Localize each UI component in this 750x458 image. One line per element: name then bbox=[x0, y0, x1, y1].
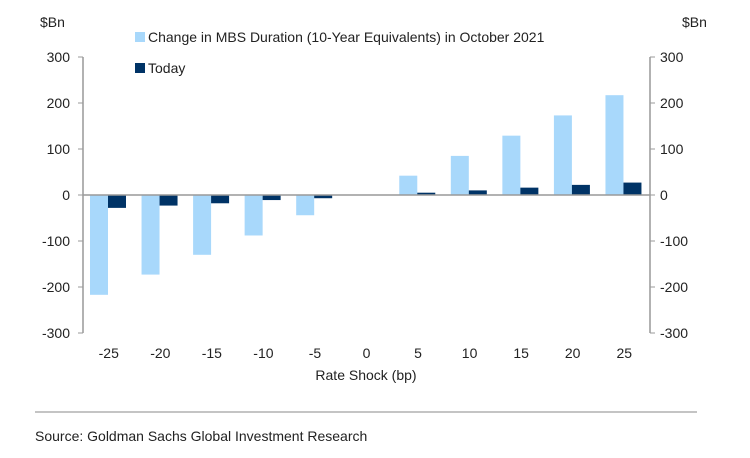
y-tick-label-right: -300 bbox=[660, 325, 688, 341]
x-tick-label: -15 bbox=[202, 345, 222, 361]
source-note: Source: Goldman Sachs Global Investment … bbox=[35, 428, 367, 444]
bar-today--5 bbox=[314, 195, 333, 199]
bars bbox=[90, 95, 642, 295]
y-tick-label-right: -200 bbox=[660, 279, 688, 295]
bar-change--5 bbox=[296, 195, 315, 216]
x-tick-label: 15 bbox=[513, 345, 529, 361]
bar-today-5 bbox=[417, 192, 436, 195]
y-tick-label-right: -100 bbox=[660, 233, 688, 249]
bar-today--20 bbox=[159, 195, 178, 206]
x-tick-label: -20 bbox=[150, 345, 170, 361]
y-tick-label-right: 0 bbox=[660, 187, 668, 203]
bar-change-25 bbox=[605, 95, 624, 195]
x-axis-label: Rate Shock (bp) bbox=[315, 367, 416, 383]
x-tick-label: 20 bbox=[565, 345, 581, 361]
x-tick-label: -5 bbox=[309, 345, 322, 361]
bar-today--10 bbox=[262, 195, 281, 201]
bar-today--25 bbox=[108, 195, 126, 208]
bar-change-15 bbox=[502, 135, 521, 195]
legend-swatch-today bbox=[135, 63, 145, 73]
bar-today-25 bbox=[623, 182, 642, 195]
legend-label-today: Today bbox=[148, 60, 185, 76]
y-tick-label-right: 200 bbox=[660, 95, 684, 111]
y-tick-label-left: -100 bbox=[42, 233, 70, 249]
y-tick-label-left: 0 bbox=[62, 187, 70, 203]
x-tick-label: 25 bbox=[616, 345, 632, 361]
bar-today-20 bbox=[571, 184, 590, 195]
legend-label-change: Change in MBS Duration (10-Year Equivale… bbox=[148, 29, 545, 45]
x-tick-label: 10 bbox=[462, 345, 478, 361]
x-tick-label: 5 bbox=[414, 345, 422, 361]
legend-swatch-change bbox=[135, 32, 145, 42]
bar-change-5 bbox=[399, 175, 418, 195]
bar-change--20 bbox=[141, 195, 160, 275]
y-tick-label-left: -200 bbox=[42, 279, 70, 295]
right-axis-unit: $Bn bbox=[682, 14, 707, 30]
bar-change--25 bbox=[90, 195, 108, 295]
y-tick-label-left: 300 bbox=[47, 49, 71, 65]
bar-today--15 bbox=[211, 195, 230, 204]
bar-today-10 bbox=[468, 190, 487, 195]
bar-change-20 bbox=[553, 115, 572, 195]
y-tick-label-right: 100 bbox=[660, 141, 684, 157]
y-tick-label-right: 300 bbox=[660, 49, 684, 65]
bar-change-10 bbox=[450, 155, 469, 195]
y-tick-label-left: 200 bbox=[47, 95, 71, 111]
x-tick-label: 0 bbox=[363, 345, 371, 361]
y-tick-label-left: -300 bbox=[42, 325, 70, 341]
y-tick-label-left: 100 bbox=[47, 141, 71, 157]
bar-change--10 bbox=[244, 195, 263, 236]
left-axis-unit: $Bn bbox=[40, 14, 65, 30]
x-tick-label: -25 bbox=[99, 345, 119, 361]
x-tick-label: -10 bbox=[253, 345, 273, 361]
bar-today-15 bbox=[520, 187, 539, 195]
bar-change--15 bbox=[193, 195, 212, 255]
